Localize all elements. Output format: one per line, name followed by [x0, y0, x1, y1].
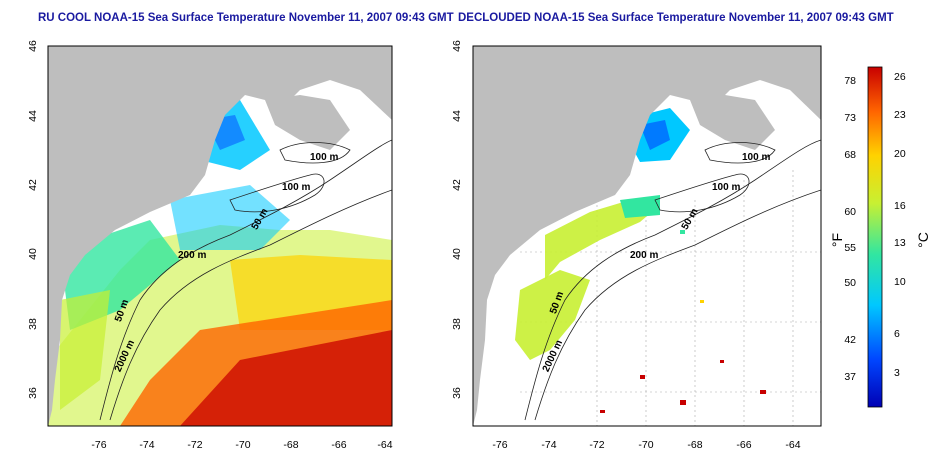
- right-lon-tick: -68: [687, 439, 702, 451]
- left-lon-tick: -74: [139, 439, 154, 451]
- right-contour-label-1: 100 m: [742, 152, 770, 163]
- colorbar-c-tick: 26: [894, 71, 906, 83]
- right-map-panel: 100 m 100 m 50 m 200 m 50 m 2000 m: [473, 46, 821, 426]
- left-lat-tick: 36: [27, 387, 39, 399]
- left-lon-axis: -76 -74 -72 -70 -68 -66 -64: [91, 439, 392, 451]
- right-land-mass: [473, 46, 821, 426]
- right-lat-tick: 46: [451, 40, 463, 52]
- right-lon-tick: -70: [638, 439, 653, 451]
- colorbar-f-tick: 78: [844, 75, 856, 87]
- colorbar-f-label: °F: [829, 233, 845, 247]
- left-contour-label-1: 100 m: [310, 152, 338, 163]
- right-lat-tick: 44: [451, 110, 463, 122]
- right-lat-tick: 42: [451, 179, 463, 191]
- left-lat-tick: 42: [27, 179, 39, 191]
- right-lat-axis: 46 44 42 40 38 36: [451, 40, 463, 399]
- right-lon-tick: -66: [736, 439, 751, 451]
- right-lon-tick: -76: [492, 439, 507, 451]
- left-lat-tick: 38: [27, 318, 39, 330]
- right-lon-tick: -74: [541, 439, 556, 451]
- right-map-frame: [472, 45, 822, 427]
- left-lon-tick: -64: [377, 439, 392, 451]
- left-land-mass: [48, 46, 392, 426]
- left-panel-title: RU COOL NOAA-15 Sea Surface Temperature …: [38, 12, 454, 24]
- left-lat-axis: 46 44 42 40 38 36: [27, 40, 39, 399]
- left-lon-tick: -72: [187, 439, 202, 451]
- left-lon-tick: -76: [91, 439, 106, 451]
- right-lat-tick: 36: [451, 387, 463, 399]
- left-lon-tick: -66: [331, 439, 346, 451]
- colorbar-f-tick: 68: [844, 149, 856, 161]
- right-lat-tick: 40: [451, 248, 463, 260]
- colorbar-f-tick: 60: [844, 206, 856, 218]
- colorbar-c-label: °C: [915, 232, 931, 248]
- colorbar-c-tick: 23: [894, 109, 906, 121]
- colorbar-c-tick: 13: [894, 237, 906, 249]
- colorbar-c-tick: 3: [894, 367, 900, 379]
- right-lon-axis: -76 -74 -72 -70 -68 -66 -64: [492, 439, 800, 451]
- left-map-panel: 100 m 100 m 50 m 200 m 50 m 2000 m: [48, 46, 392, 426]
- left-contour-label-2: 100 m: [282, 182, 310, 193]
- right-lat-tick: 38: [451, 318, 463, 330]
- right-contour-label-2: 100 m: [712, 182, 740, 193]
- colorbar-f-tick: 55: [844, 242, 856, 254]
- left-lat-tick: 40: [27, 248, 39, 260]
- left-contour-label-4: 200 m: [178, 250, 206, 261]
- colorbar-c-tick: 10: [894, 276, 906, 288]
- colorbar-f-tick: 42: [844, 334, 856, 346]
- right-lon-tick: -72: [589, 439, 604, 451]
- left-lon-tick: -68: [283, 439, 298, 451]
- colorbar-f-tick: 37: [844, 371, 856, 383]
- left-map-frame: [47, 45, 393, 427]
- colorbar-f-tick: 73: [844, 112, 856, 124]
- colorbar-f-ticks: 78 73 68 60 55 50 42 37: [844, 75, 856, 383]
- colorbar-gradient: [867, 66, 883, 408]
- colorbar-f-tick: 50: [844, 277, 856, 289]
- left-lat-tick: 44: [27, 110, 39, 122]
- right-lon-tick: -64: [785, 439, 800, 451]
- right-panel-title: DECLOUDED NOAA-15 Sea Surface Temperatur…: [458, 12, 894, 24]
- left-lat-tick: 46: [27, 40, 39, 52]
- colorbar-c-tick: 20: [894, 148, 906, 160]
- colorbar: 78 73 68 60 55 50 42 37 26 23 20 16 13 1…: [829, 66, 931, 408]
- colorbar-c-tick: 16: [894, 200, 906, 212]
- colorbar-c-ticks: 26 23 20 16 13 10 6 3: [894, 71, 906, 379]
- colorbar-c-tick: 6: [894, 328, 900, 340]
- right-contour-label-4: 200 m: [630, 250, 658, 261]
- left-lon-tick: -70: [235, 439, 250, 451]
